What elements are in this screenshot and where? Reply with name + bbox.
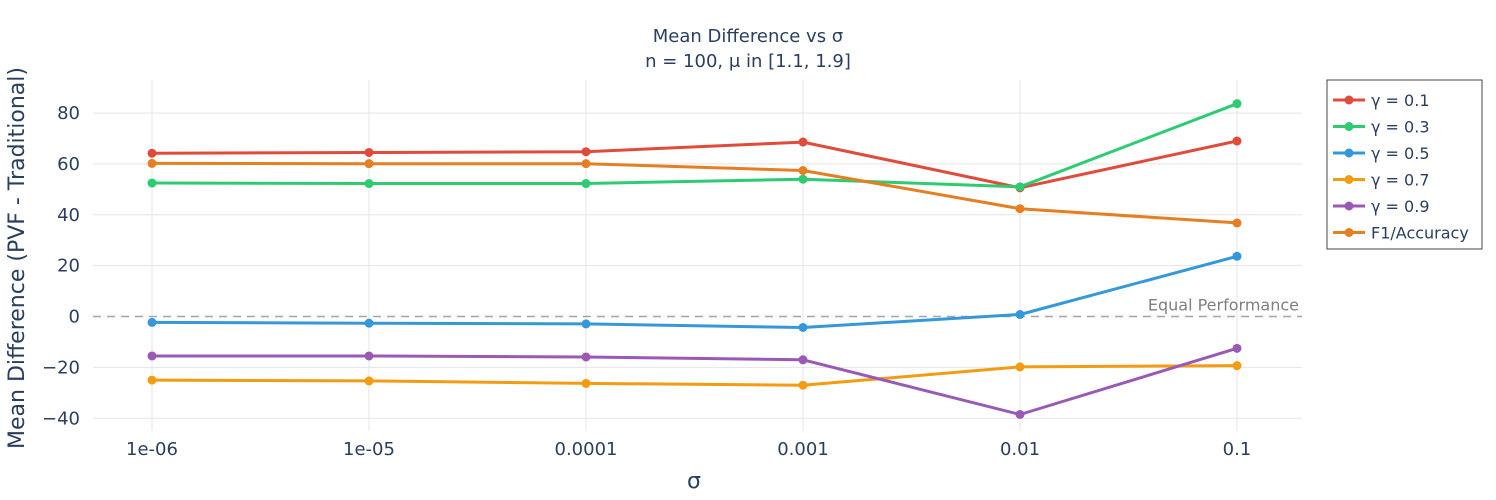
legend-swatch-marker — [1344, 148, 1354, 158]
y-tick-label: 80 — [57, 103, 80, 124]
legend-swatch-marker — [1344, 175, 1354, 184]
data-point — [147, 178, 157, 188]
series-line — [151, 139, 1238, 190]
data-point — [364, 376, 374, 386]
legend-box — [1326, 79, 1483, 250]
series-line — [151, 102, 1238, 189]
data-point — [147, 148, 157, 158]
data-point — [1232, 251, 1242, 261]
chart-subtitle: n = 100, μ in [1.1, 1.9] — [645, 51, 851, 72]
data-point — [798, 322, 808, 332]
data-point — [364, 179, 374, 189]
legend-label: γ = 0.9 — [1371, 197, 1430, 216]
series-line — [152, 346, 1238, 416]
data-point — [798, 166, 808, 176]
data-point — [147, 375, 157, 385]
series-line — [151, 161, 1238, 225]
data-point — [581, 179, 591, 189]
y-tick-label: 60 — [57, 154, 80, 175]
legend-label: γ = 0.7 — [1371, 171, 1430, 190]
x-tick-label: 1e-06 — [126, 439, 178, 460]
data-point — [147, 158, 157, 168]
data-point — [581, 352, 591, 362]
legend-label: γ = 0.5 — [1371, 144, 1430, 163]
legend-swatch-marker — [1344, 201, 1354, 211]
data-point — [798, 380, 808, 390]
data-point — [147, 317, 157, 327]
data-point — [1232, 99, 1242, 109]
legend-label: F1/Accuracy — [1371, 224, 1469, 243]
x-tick-label: 1e-05 — [343, 439, 395, 460]
y-axis-ticks: −40 −20 0 20 40 60 80 — [42, 103, 80, 429]
x-tick-label: 0.0001 — [555, 439, 618, 460]
grid — [93, 80, 1302, 431]
y-tick-label: 40 — [57, 205, 80, 226]
data-point — [1232, 218, 1242, 228]
data-point — [1232, 136, 1242, 146]
data-point — [581, 147, 591, 157]
y-tick-label: −40 — [42, 408, 80, 429]
data-point — [364, 318, 374, 328]
data-point — [1232, 361, 1242, 371]
data-point — [1015, 310, 1025, 320]
data-point — [798, 137, 808, 147]
x-axis-title: σ — [687, 469, 701, 494]
reference-line-group: Equal Performance — [93, 296, 1302, 318]
series-line — [151, 364, 1238, 387]
data-point — [581, 159, 591, 169]
y-tick-label: 0 — [69, 307, 80, 328]
reference-line-label: Equal Performance — [1148, 296, 1299, 315]
data-point — [581, 319, 591, 329]
y-tick-label: −20 — [42, 357, 80, 378]
series-line — [151, 254, 1238, 329]
x-tick-label: 0.1 — [1223, 439, 1252, 460]
data-point — [147, 351, 157, 361]
data-point — [581, 378, 591, 388]
data-point — [798, 174, 808, 184]
data-point — [1232, 343, 1242, 353]
data-point — [1015, 409, 1025, 419]
data-point — [364, 147, 374, 157]
data-point — [1015, 204, 1025, 214]
legend-swatch-marker — [1344, 228, 1354, 237]
data-point — [798, 355, 808, 365]
y-tick-label: 20 — [57, 256, 80, 277]
data-point — [1015, 182, 1025, 192]
series-group — [147, 99, 1242, 419]
data-point — [364, 159, 374, 169]
legend-label: γ = 0.3 — [1371, 118, 1430, 137]
x-axis-ticks: 1e-06 1e-05 0.0001 0.001 0.01 0.1 — [126, 439, 1251, 460]
data-point — [1015, 362, 1025, 372]
legend-label: γ = 0.1 — [1371, 91, 1430, 110]
chart-title: Mean Difference vs σ — [653, 26, 843, 47]
x-tick-label: 0.001 — [777, 439, 829, 460]
legend: γ = 0.1 γ = 0.3 γ = 0.5 γ = 0.7 γ = 0.9 F1/Ac… — [1326, 79, 1483, 250]
x-tick-label: 0.01 — [1000, 439, 1040, 460]
y-axis-title: Mean Difference (PVF - Traditional) — [5, 67, 30, 449]
data-point — [364, 351, 374, 361]
legend-swatch-marker — [1344, 95, 1354, 105]
legend-swatch-marker — [1344, 122, 1354, 131]
